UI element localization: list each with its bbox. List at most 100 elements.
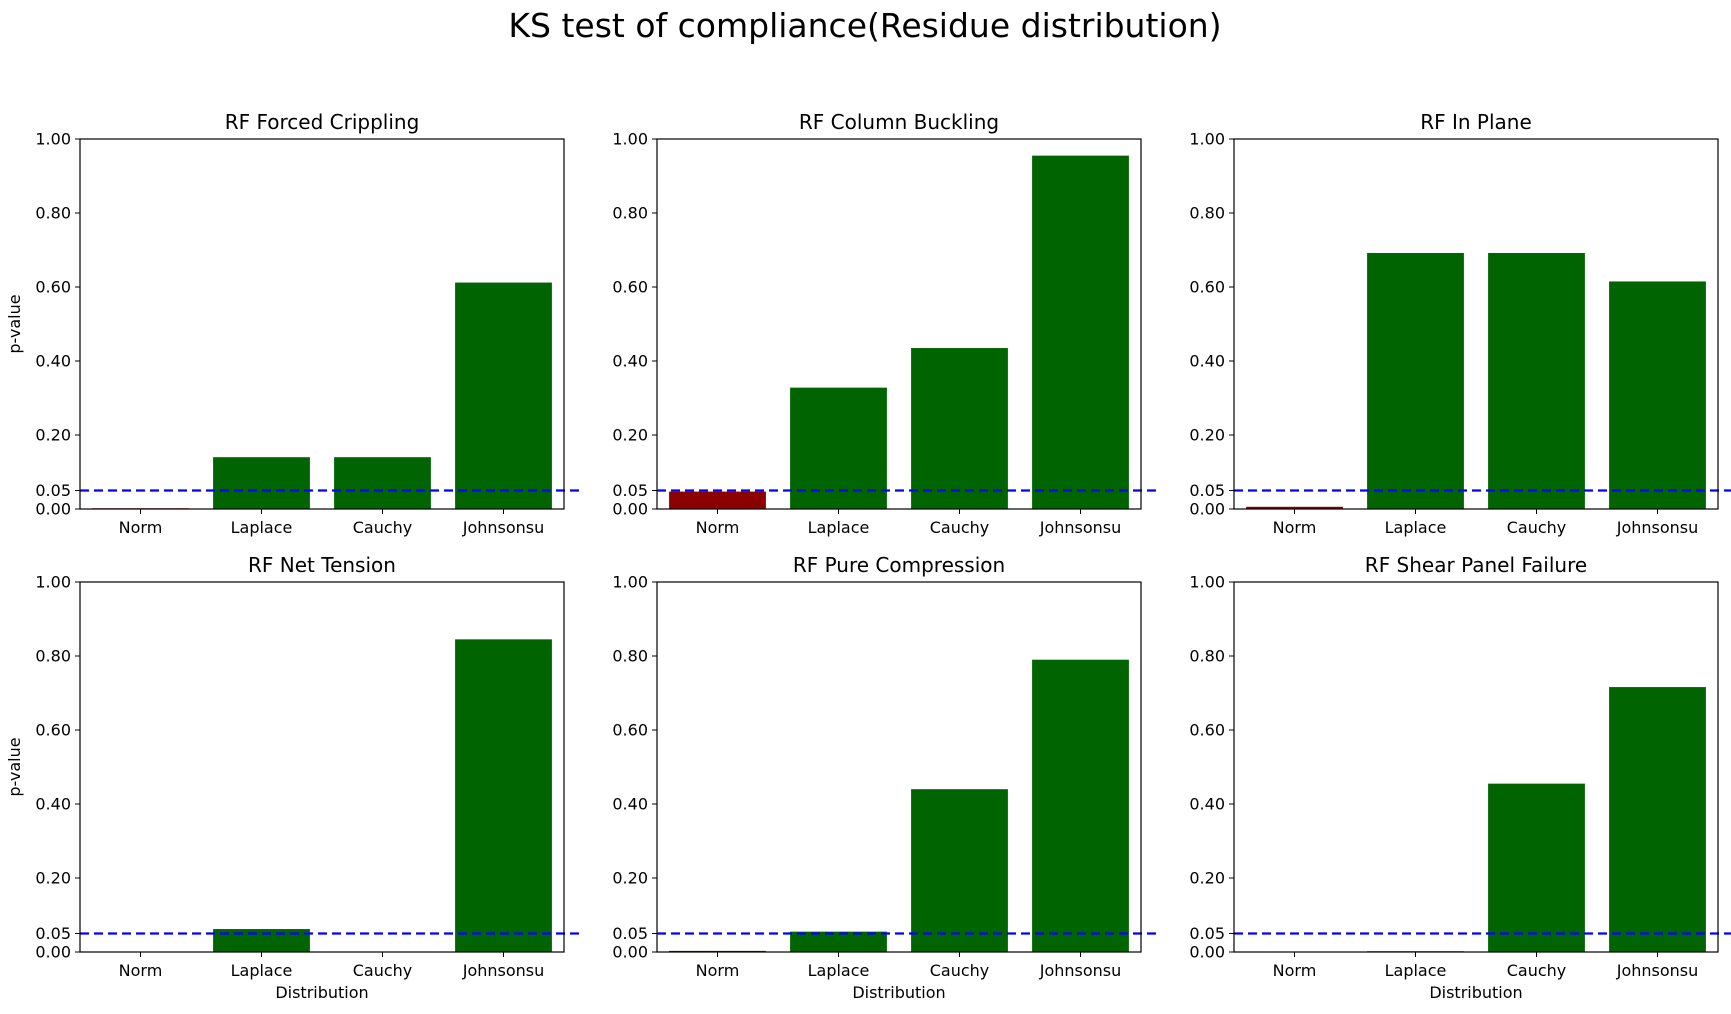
chart-6-ytick-label: 1.00 xyxy=(1189,573,1225,592)
chart-1-ytick-label: 0.60 xyxy=(35,278,71,297)
chart-2-axes-frame xyxy=(656,138,1142,510)
chart-1-ytick-label: 1.00 xyxy=(35,130,71,149)
chart-6-ytick-label: 0.60 xyxy=(1189,721,1225,740)
chart-3-ytick-label: 0.40 xyxy=(1189,352,1225,371)
chart-4-ytick-label: 0.40 xyxy=(35,795,71,814)
chart-6-ytick-label: 0.00 xyxy=(1189,943,1225,962)
chart-5-ytick-label: 0.00 xyxy=(612,943,648,962)
chart-4-ylabel: p-value xyxy=(5,737,24,796)
chart-2-ytick-label: 0.00 xyxy=(612,500,648,519)
chart-6-xtick-label-norm: Norm xyxy=(1273,961,1317,980)
chart-2-xtick-label-norm: Norm xyxy=(696,518,740,537)
chart-5-bar-cauchy xyxy=(911,789,1008,952)
chart-4-axes-frame xyxy=(79,581,565,953)
chart-4-xlabel: Distribution xyxy=(275,983,368,1002)
chart-6-xtick-label-laplace: Laplace xyxy=(1385,961,1447,980)
chart-2-ytick-label: 0.20 xyxy=(612,426,648,445)
chart-1-ytick-label: 0.00 xyxy=(35,500,71,519)
chart-3-ytick-label: 0.00 xyxy=(1189,500,1225,519)
chart-3-title: RF In Plane xyxy=(1420,110,1532,134)
chart-5-ytick-label: 0.60 xyxy=(612,721,648,740)
chart-1-title: RF Forced Crippling xyxy=(225,110,420,134)
chart-6-ytick-label: 0.05 xyxy=(1189,924,1225,943)
chart-3-bar-johnsonsu xyxy=(1609,281,1706,509)
chart-4-ytick-label: 0.60 xyxy=(35,721,71,740)
chart-4-xtick-label-cauchy: Cauchy xyxy=(353,961,413,980)
chart-6-panel: 0.000.05 0.20 0.40 0.60 0.80 1.00 Norm Laplace C… xyxy=(1189,553,1731,1002)
chart-3-ytick-label: 0.60 xyxy=(1189,278,1225,297)
chart-1-ytick-label: 0.05 xyxy=(35,481,71,500)
chart-2-ytick-label: 0.60 xyxy=(612,278,648,297)
chart-5-xtick-label-norm: Norm xyxy=(696,961,740,980)
chart-1-axes-frame xyxy=(79,138,565,510)
chart-3-bar-cauchy xyxy=(1488,252,1585,509)
chart-2-ytick-label: 0.05 xyxy=(612,481,648,500)
chart-2-xtick-label-johnsonsu: Johnsonsu xyxy=(1039,518,1122,537)
chart-1-bar-laplace xyxy=(213,457,310,509)
chart-2-bar-johnsonsu xyxy=(1032,155,1129,509)
chart-5-title: RF Pure Compression xyxy=(793,553,1005,577)
chart-2-ytick-label: 1.00 xyxy=(612,130,648,149)
chart-5-ytick-label: 0.40 xyxy=(612,795,648,814)
chart-4-xtick-label-johnsonsu: Johnsonsu xyxy=(462,961,545,980)
chart-1-bar-cauchy xyxy=(334,457,431,509)
chart-5-xlabel: Distribution xyxy=(852,983,945,1002)
chart-4-ytick-label: 0.20 xyxy=(35,869,71,888)
chart-1-ylabel: p-value xyxy=(5,294,24,353)
chart-1-panel: 0.000.05 0.20 0.40 0.60 0.80 1.00 Norm Laplace C… xyxy=(5,110,584,537)
chart-6-xtick-label-johnsonsu: Johnsonsu xyxy=(1616,961,1699,980)
chart-5-bar-johnsonsu xyxy=(1032,659,1129,952)
figure-title: KS test of compliance(Residue distributi… xyxy=(508,6,1221,45)
chart-2-panel: 0.000.05 0.20 0.40 0.60 0.80 1.00 Norm Laplace C… xyxy=(612,110,1161,537)
chart-1-xtick-label-johnsonsu: Johnsonsu xyxy=(462,518,545,537)
chart-4-bar-laplace xyxy=(213,929,310,952)
chart-4-bar-johnsonsu xyxy=(455,639,552,952)
chart-4-ytick-label: 0.00 xyxy=(35,943,71,962)
chart-5-ytick-label: 0.05 xyxy=(612,924,648,943)
chart-6-ytick-label: 0.20 xyxy=(1189,869,1225,888)
chart-2-bar-laplace xyxy=(790,387,887,509)
chart-5-xtick-label-laplace: Laplace xyxy=(808,961,870,980)
chart-3-xtick-label-cauchy: Cauchy xyxy=(1507,518,1567,537)
chart-5-panel: 0.000.05 0.20 0.40 0.60 0.80 1.00 Norm Laplace C… xyxy=(612,553,1161,1002)
chart-1-xtick-label-cauchy: Cauchy xyxy=(353,518,413,537)
chart-3-ytick-label: 0.20 xyxy=(1189,426,1225,445)
chart-4-panel: 0.000.05 0.20 0.40 0.60 0.80 1.00 Norm Laplace C… xyxy=(5,553,584,1002)
chart-5-ytick-label: 0.80 xyxy=(612,647,648,666)
chart-3-bar-laplace xyxy=(1367,252,1464,509)
chart-1-ytick-label: 0.80 xyxy=(35,204,71,223)
chart-6-xlabel: Distribution xyxy=(1429,983,1522,1002)
chart-4-title: RF Net Tension xyxy=(248,553,396,577)
chart-2-bar-norm xyxy=(669,491,766,509)
chart-3-xtick-label-laplace: Laplace xyxy=(1385,518,1447,537)
chart-2-bar-cauchy xyxy=(911,348,1008,509)
chart-3-ytick-label: 0.80 xyxy=(1189,204,1225,223)
chart-3-panel: 0.000.05 0.20 0.40 0.60 0.80 1.00 Norm Laplace C… xyxy=(1189,110,1731,537)
chart-2-xtick-label-laplace: Laplace xyxy=(808,518,870,537)
chart-5-xtick-label-cauchy: Cauchy xyxy=(930,961,990,980)
chart-5-ytick-label: 1.00 xyxy=(612,573,648,592)
chart-1-bar-johnsonsu xyxy=(455,282,552,509)
chart-3-ytick-label: 0.05 xyxy=(1189,481,1225,500)
chart-6-axes-frame xyxy=(1233,581,1719,953)
chart-3-xtick-label-johnsonsu: Johnsonsu xyxy=(1616,518,1699,537)
chart-4-ytick-label: 0.05 xyxy=(35,924,71,943)
chart-6-bar-cauchy xyxy=(1488,783,1585,952)
chart-1-ytick-label: 0.20 xyxy=(35,426,71,445)
chart-2-title: RF Column Buckling xyxy=(799,110,999,134)
chart-6-ytick-label: 0.80 xyxy=(1189,647,1225,666)
chart-6-xtick-label-cauchy: Cauchy xyxy=(1507,961,1567,980)
chart-6-ytick-label: 0.40 xyxy=(1189,795,1225,814)
chart-2-ytick-label: 0.80 xyxy=(612,204,648,223)
chart-4-ytick-label: 0.80 xyxy=(35,647,71,666)
chart-2-ytick-label: 0.40 xyxy=(612,352,648,371)
chart-1-xtick-label-norm: Norm xyxy=(119,518,163,537)
chart-5-xtick-label-johnsonsu: Johnsonsu xyxy=(1039,961,1122,980)
chart-5-ytick-label: 0.20 xyxy=(612,869,648,888)
chart-5-axes-frame xyxy=(656,581,1142,953)
chart-4-xtick-label-laplace: Laplace xyxy=(231,961,293,980)
chart-6-bar-johnsonsu xyxy=(1609,687,1706,952)
chart-3-xtick-label-norm: Norm xyxy=(1273,518,1317,537)
